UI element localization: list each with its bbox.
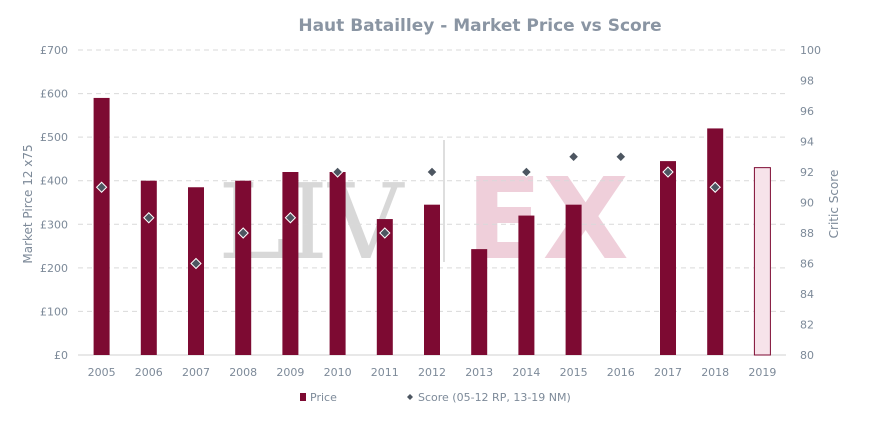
x-tick-label: 2007 [182,366,210,379]
x-tick-label: 2010 [324,366,352,379]
x-tick-label: 2011 [371,366,399,379]
right-tick-label: 92 [800,166,814,179]
price-bar [329,172,346,355]
x-tick-label: 2019 [748,366,776,379]
x-tick-label: 2015 [560,366,588,379]
price-bar [376,219,393,355]
right-tick-label: 98 [800,75,814,88]
score-points [95,151,721,270]
x-axis: 2005 2006 2007 2008 2009 2010 2011 2012 2013 2014… [88,366,777,379]
legend-score-marker [407,394,413,400]
right-tick-label: 96 [800,105,814,118]
right-tick-label: 86 [800,258,814,271]
watermark-ex-text: EX [466,155,629,285]
x-tick-label: 2016 [607,366,635,379]
legend: Price Score (05-12 RP, 13-19 NM) [300,391,571,404]
price-bar [660,161,676,355]
left-tick-label: £200 [40,262,68,275]
right-tick-label: 94 [800,136,814,149]
price-bar [518,215,535,355]
right-axis-title: Critic Score [827,170,841,239]
score-point [662,166,674,178]
x-tick-label: 2006 [135,366,163,379]
x-tick-label: 2009 [276,366,304,379]
score-point [190,257,202,270]
left-tick-label: £600 [40,88,68,101]
x-tick-label: 2008 [229,366,257,379]
price-bars [93,97,771,356]
x-tick-label: 2014 [512,366,540,379]
price-bar [282,172,299,355]
right-tick-label: 82 [800,319,814,332]
right-tick-label: 80 [800,349,814,362]
x-tick-label: 2013 [465,366,493,379]
score-point [615,151,627,163]
left-tick-label: £500 [40,131,68,144]
price-bar [565,204,582,355]
left-tick-label: £400 [40,175,68,188]
x-tick-label: 2018 [701,366,729,379]
right-axis: 80 82 84 86 88 90 92 94 96 98 100 [800,44,821,362]
score-point [426,166,438,178]
chart-title: Haut Batailley - Market Price vs Score [298,16,661,36]
score-point [143,212,155,224]
legend-price-label: Price [310,391,337,404]
left-tick-label: £100 [40,305,68,318]
score-point [520,166,533,178]
right-tick-label: 90 [800,197,814,210]
price-bar [424,204,440,355]
right-tick-label: 100 [800,44,821,57]
score-point [237,227,249,239]
score-point [709,181,721,193]
score-point [284,212,297,224]
price-bar [471,249,488,355]
x-tick-label: 2012 [418,366,446,379]
score-point [331,166,344,178]
score-point [95,181,108,193]
score-point [379,227,391,239]
price-bar [753,167,771,356]
liv-ex-watermark: LIV EX [218,140,629,285]
price-bar [93,97,110,355]
left-tick-label: £300 [40,218,68,231]
right-tick-label: 84 [800,288,814,301]
x-tick-label: 2005 [88,366,116,379]
legend-price-swatch [300,393,306,401]
left-tick-label: £700 [40,44,68,57]
left-tick-label: £0 [54,349,68,362]
left-axis-title: Market Pirce 12 x75 [21,144,35,263]
price-bar [188,187,204,355]
price-bar [140,180,157,355]
legend-score-label: Score (05-12 RP, 13-19 NM) [418,391,571,404]
price-bar [707,128,724,355]
right-tick-label: 88 [800,227,814,240]
price-bar [235,180,252,355]
x-tick-label: 2017 [654,366,682,379]
left-axis: £0 £100 £200 £300 £400 £500 £600 £700 [40,44,68,362]
score-point [567,151,580,163]
